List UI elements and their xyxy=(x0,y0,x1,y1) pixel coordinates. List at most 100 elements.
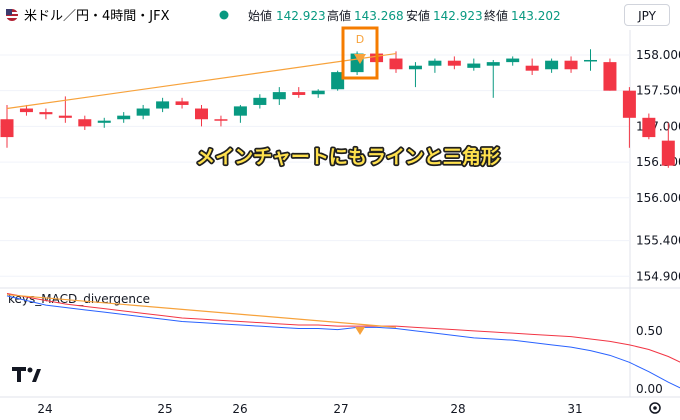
candle-body xyxy=(195,108,208,120)
close-value: 143.202 xyxy=(511,9,561,23)
candle xyxy=(97,117,111,128)
candle xyxy=(661,122,675,168)
candle-body xyxy=(233,106,247,116)
candle xyxy=(447,56,461,70)
candle-body xyxy=(350,53,364,73)
candle xyxy=(506,56,520,66)
candle xyxy=(292,87,306,98)
candle-body xyxy=(622,90,636,118)
header-svg: 米ドル／円・4時間・JFX 始値 142.923 高値 143.268 安値 1… xyxy=(6,8,561,24)
indicator-divergence-line xyxy=(6,294,397,328)
candle xyxy=(525,58,539,75)
candle xyxy=(195,104,208,127)
candle xyxy=(564,56,578,73)
candle xyxy=(233,104,247,123)
indicator-tick-label: 0.00 xyxy=(636,382,663,396)
candle-body xyxy=(0,119,14,138)
divergence-marker-box: D xyxy=(341,26,379,80)
low-value: 142.923 xyxy=(433,9,483,23)
indicator-axis: 0.50 0.00 xyxy=(636,324,663,396)
candle xyxy=(486,59,500,98)
candle-body xyxy=(642,117,656,138)
candle-body xyxy=(506,58,520,63)
candle-body xyxy=(58,115,72,118)
candle-body xyxy=(545,60,559,70)
candle xyxy=(603,58,617,91)
candle-body xyxy=(408,65,422,70)
close-label: 終値 xyxy=(484,8,508,23)
indicator-tick-label: 0.50 xyxy=(636,324,663,338)
candle xyxy=(642,113,656,140)
candle-body xyxy=(389,58,403,70)
settings-gear-icon[interactable] xyxy=(649,402,661,414)
candle-body xyxy=(603,62,617,91)
candle-body xyxy=(19,108,33,113)
open-value: 142.923 xyxy=(276,9,326,23)
candle xyxy=(428,58,442,73)
price-tick-label: 157.000 xyxy=(636,119,680,133)
candle xyxy=(467,58,481,71)
price-tick-label: 156.500 xyxy=(636,155,680,169)
candle-body xyxy=(214,119,228,121)
candle-body xyxy=(486,62,500,66)
candle xyxy=(408,62,422,88)
symbol-title: 米ドル／円・4時間・JFX xyxy=(24,9,170,24)
high-label: 高値 xyxy=(327,8,351,23)
candle-body xyxy=(292,92,306,95)
candle xyxy=(389,51,403,73)
chart-header: 米ドル／円・4時間・JFX 始値 142.923 高値 143.268 安値 1… xyxy=(0,0,680,30)
high-value: 143.268 xyxy=(354,9,404,23)
candle xyxy=(350,51,364,75)
price-tick-label: 156.000 xyxy=(636,191,680,205)
annotation-text: メインチャートにもラインと三角形 xyxy=(196,145,500,168)
main-price-grid xyxy=(0,54,630,277)
candle-body xyxy=(370,53,384,63)
candle xyxy=(545,58,559,73)
time-tick-label: 27 xyxy=(333,402,348,416)
candle-body xyxy=(525,65,539,71)
divergence-triangle-icon xyxy=(354,54,366,64)
candle xyxy=(311,89,325,98)
candle-body xyxy=(78,119,92,127)
candle-body xyxy=(447,60,461,66)
time-tick-label: 25 xyxy=(157,402,172,416)
candle-body xyxy=(253,97,267,105)
candle-body xyxy=(331,72,345,90)
open-label: 始値 xyxy=(248,8,272,23)
market-status-icon xyxy=(219,10,229,20)
currency-button[interactable]: JPY xyxy=(624,4,670,26)
time-tick-label: 24 xyxy=(37,402,52,416)
candle xyxy=(0,104,14,148)
divergence-trend-line xyxy=(6,52,397,110)
candle xyxy=(584,49,597,71)
time-tick-label: 31 xyxy=(567,402,582,416)
price-tick-label: 158.000 xyxy=(636,48,680,62)
candle-body xyxy=(661,140,675,166)
candle-body xyxy=(39,112,53,115)
candle xyxy=(19,104,33,116)
candle-body xyxy=(97,120,111,123)
candle-body xyxy=(117,115,131,120)
candle-body xyxy=(311,90,325,95)
candle xyxy=(370,49,384,66)
candle xyxy=(253,94,267,109)
macd-line xyxy=(6,295,680,389)
candle-body xyxy=(272,92,286,100)
candle xyxy=(39,108,53,120)
price-tick-label: 154.900 xyxy=(636,269,680,283)
candle-body xyxy=(564,60,578,70)
candle xyxy=(136,104,150,120)
candle-body xyxy=(428,60,442,66)
indicator-divergence-triangle-icon xyxy=(355,327,365,335)
time-tick-label: 26 xyxy=(232,402,247,416)
tradingview-logo xyxy=(12,367,41,382)
candle xyxy=(214,115,228,127)
candle-body xyxy=(584,59,597,62)
candle xyxy=(78,115,92,130)
candle xyxy=(622,87,636,148)
price-tick-label: 157.500 xyxy=(636,84,680,98)
us-flag-icon xyxy=(6,9,18,21)
marker-letter: D xyxy=(356,33,364,46)
indicator-title: keys_MACD_divergence xyxy=(8,292,150,306)
